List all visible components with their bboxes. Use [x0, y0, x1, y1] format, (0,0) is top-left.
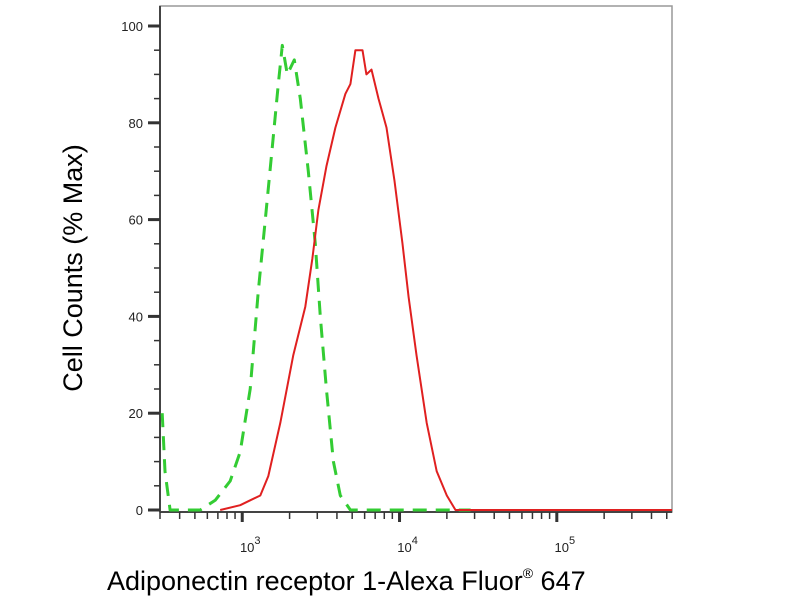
series-group [160, 43, 672, 512]
x-tick-exponent: 5 [569, 535, 575, 547]
y-tick-label: 20 [129, 406, 143, 421]
plot-border [159, 5, 673, 513]
x-axis-title-main: Adiponectin receptor 1-Alexa Fluor [107, 566, 523, 596]
y-tick-label: 40 [129, 309, 143, 324]
x-tick-label: 104 [397, 535, 418, 555]
x-tick-exponent: 3 [254, 535, 260, 547]
x-tick-base: 10 [240, 540, 254, 555]
y-axis: 0 20 40 60 80 100 [121, 19, 160, 518]
x-tick-exponent: 4 [412, 535, 418, 547]
x-axis-title: Adiponectin receptor 1-Alexa Fluor® 647 [107, 565, 586, 596]
x-axis: 103 104 105 [159, 512, 668, 555]
y-axis-title: Cell Counts (% Max) [58, 144, 88, 392]
x-axis-title-registered: ® [523, 565, 534, 581]
x-tick-base: 10 [555, 540, 569, 555]
x-tick-label: 103 [240, 535, 261, 555]
y-tick-label: 60 [129, 213, 143, 228]
y-tick-label: 80 [129, 116, 143, 131]
sample-histogram-line [219, 49, 672, 511]
control-histogram-line [160, 43, 471, 512]
x-axis-title-suffix: 647 [533, 566, 586, 596]
y-tick-label: 100 [121, 19, 143, 34]
y-tick-label: 0 [136, 503, 143, 518]
x-tick-base: 10 [397, 540, 411, 555]
x-tick-label: 105 [555, 535, 576, 555]
plot-frame [159, 5, 673, 513]
